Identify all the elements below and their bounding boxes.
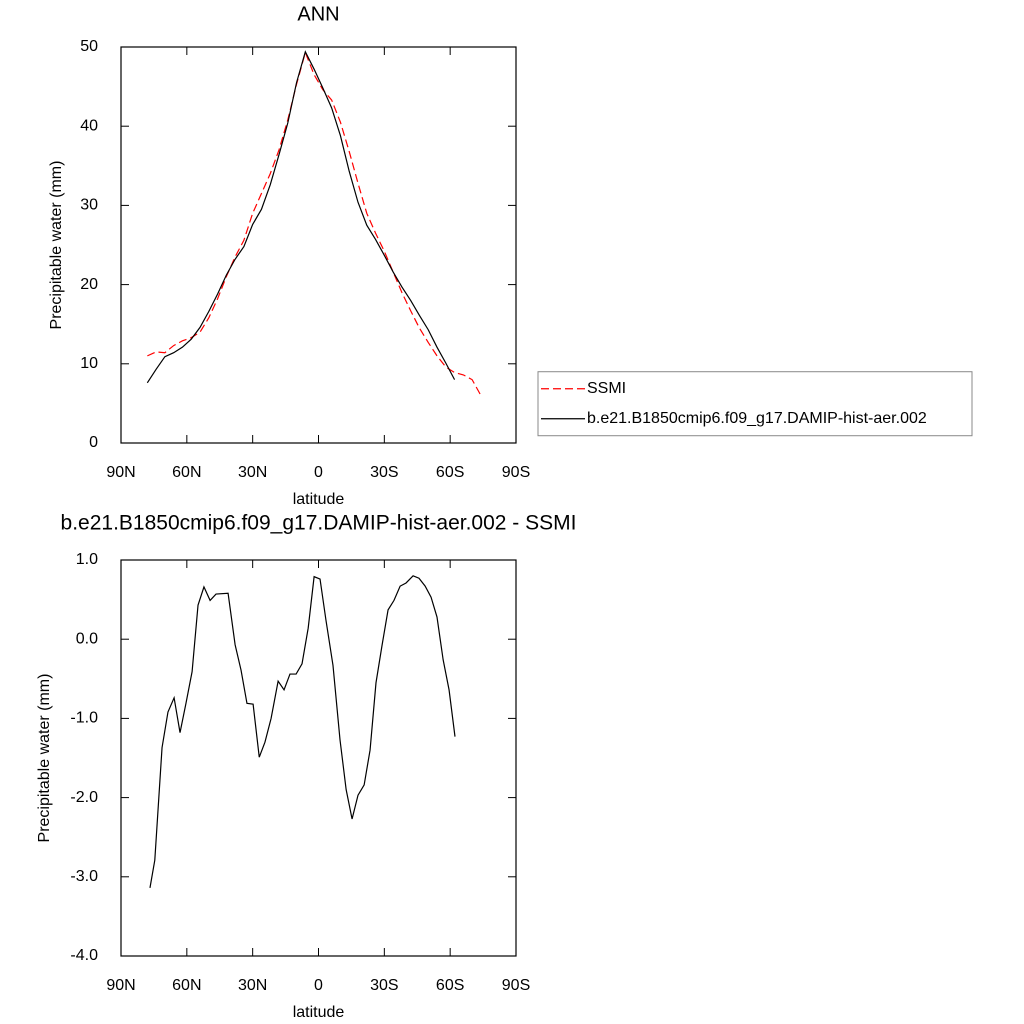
y-axis-label: Precipitable water (mm): [48, 161, 65, 330]
y-axis-label: Precipitable water (mm): [36, 674, 53, 843]
x-tick-label: 30S: [370, 977, 398, 994]
y-tick-label: 0.0: [76, 630, 98, 647]
x-tick-label: 0: [314, 464, 323, 481]
y-tick-label: -3.0: [70, 868, 98, 885]
plot-frame: [120, 46, 517, 444]
y-tick-label: 50: [80, 38, 98, 55]
x-tick-label: 30N: [238, 464, 267, 481]
legend-label: SSMI: [587, 380, 626, 397]
y-tick-label: 1.0: [76, 551, 98, 568]
legend-box: [537, 371, 973, 437]
data-line: [147, 50, 482, 396]
x-tick-label: 60N: [172, 977, 201, 994]
plot-frame: [120, 559, 517, 957]
chart-title: ANN: [297, 3, 339, 25]
y-tick-label: -2.0: [70, 789, 98, 806]
legend-label: b.e21.B1850cmip6.f09_g17.DAMIP-hist-aer.…: [587, 410, 927, 427]
x-tick-label: 60N: [172, 464, 201, 481]
chart-title: b.e21.B1850cmip6.f09_g17.DAMIP-hist-aer.…: [61, 512, 577, 535]
x-tick-label: 90N: [106, 977, 135, 994]
y-tick-label: 0: [89, 434, 98, 451]
y-tick-label: -4.0: [70, 947, 98, 964]
x-tick-label: 60S: [436, 977, 464, 994]
data-line: [146, 50, 456, 384]
y-tick-label: 30: [80, 197, 98, 214]
x-tick-label: 90S: [502, 464, 530, 481]
y-tick-label: 10: [80, 355, 98, 372]
x-tick-label: 0: [314, 977, 323, 994]
x-tick-label: 90N: [106, 464, 135, 481]
data-line: [149, 575, 456, 888]
y-tick-label: -1.0: [70, 710, 98, 727]
x-tick-label: 90S: [502, 977, 530, 994]
x-axis-label: latitude: [293, 1004, 345, 1021]
x-axis-label: latitude: [293, 491, 345, 508]
y-tick-label: 20: [80, 276, 98, 293]
x-tick-label: 60S: [436, 464, 464, 481]
x-tick-label: 30S: [370, 464, 398, 481]
x-tick-label: 30N: [238, 977, 267, 994]
y-tick-label: 40: [80, 117, 98, 134]
